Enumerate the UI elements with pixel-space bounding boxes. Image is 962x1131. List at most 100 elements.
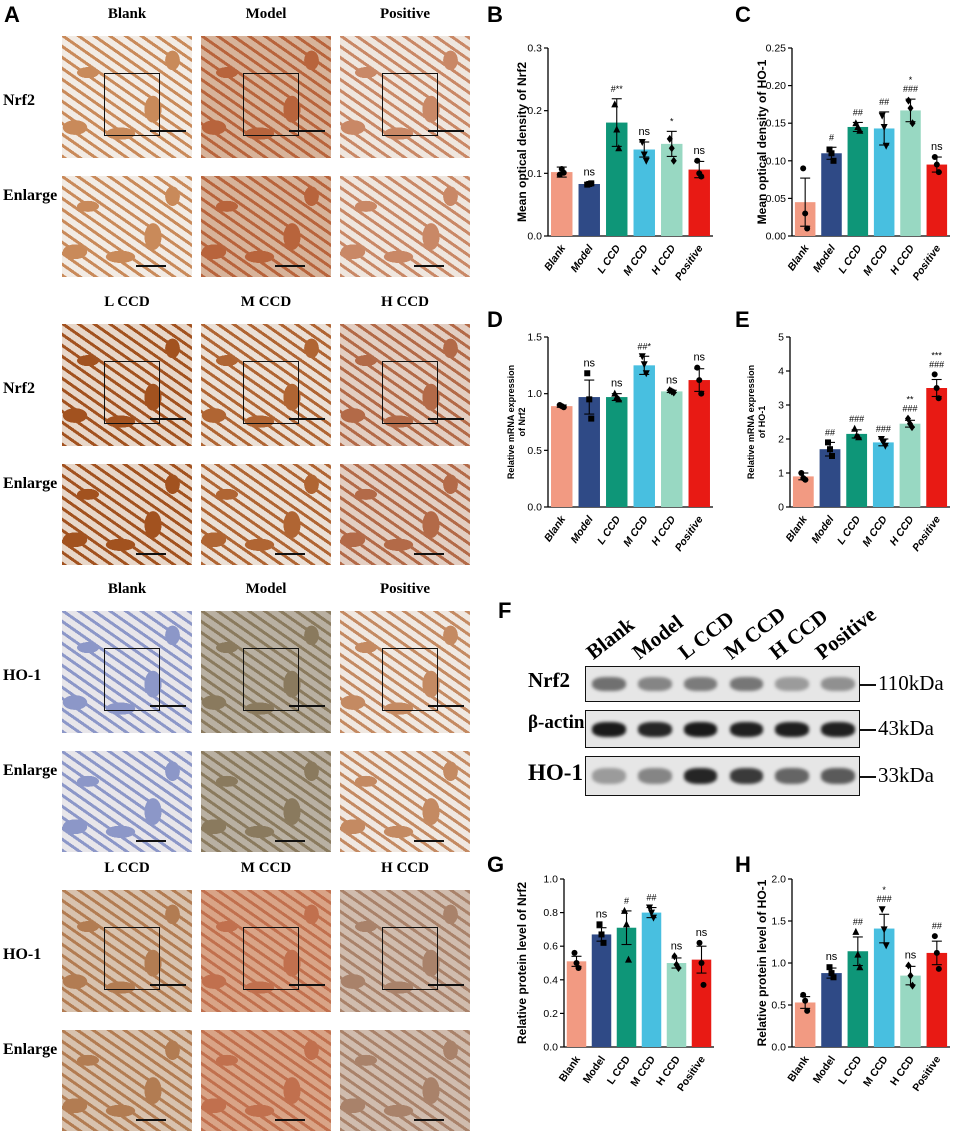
- data-point: [856, 963, 864, 971]
- data-point: [933, 385, 940, 391]
- histology-image: [201, 611, 331, 733]
- data-point: [829, 453, 835, 459]
- point-group: [852, 119, 864, 134]
- data-point: [798, 470, 805, 476]
- x-tick-label: Positive: [673, 243, 706, 283]
- data-point: [698, 960, 705, 966]
- y-tick-label: 0.0: [527, 502, 542, 514]
- blot-band: [821, 721, 855, 737]
- histology-image: [201, 324, 331, 446]
- data-point: [856, 126, 864, 134]
- significance-label: ns: [583, 357, 595, 369]
- group-label: Blank: [107, 6, 147, 22]
- kda-marker-tick: [860, 729, 876, 731]
- data-point: [828, 970, 835, 977]
- scale-bar: [289, 418, 325, 420]
- data-point: [698, 173, 705, 180]
- scale-bar: [428, 984, 464, 986]
- x-tick-label: L CCD: [595, 242, 623, 275]
- point-group: [638, 139, 650, 165]
- blot-band: [729, 768, 764, 785]
- zoom-region-box: [103, 926, 161, 990]
- data-point: [827, 446, 833, 453]
- significance-label: *: [670, 116, 674, 126]
- bar-m-ccd: [633, 149, 655, 236]
- data-point: [560, 169, 567, 176]
- data-point: [881, 442, 889, 450]
- data-point: [640, 151, 648, 159]
- zoom-region-box: [242, 647, 300, 711]
- point-group: [905, 96, 916, 128]
- protein-label: β-actin: [528, 712, 585, 733]
- bar-m-ccd: [873, 128, 895, 236]
- bar-h-ccd: [900, 975, 921, 1047]
- y-tick-label: 2: [778, 434, 784, 446]
- group-label: H CCD: [381, 294, 429, 310]
- y-axis-label: Relative protein level of Nrf2: [515, 882, 529, 1044]
- scale-bar: [289, 705, 325, 707]
- data-point: [586, 396, 593, 403]
- blot-band: [592, 677, 626, 692]
- kda-label: 43kDa: [878, 716, 934, 740]
- data-point: [851, 424, 859, 432]
- data-point: [573, 960, 580, 966]
- y-tick-label: 0.05: [766, 193, 787, 205]
- y-tick-label: 5: [778, 332, 784, 344]
- data-point: [882, 942, 890, 950]
- histology-image: [340, 890, 470, 1012]
- scale-bar: [150, 984, 186, 986]
- kda-marker-tick: [860, 776, 876, 778]
- significance-label: ns: [671, 940, 683, 952]
- bar-blank: [794, 1002, 816, 1047]
- data-point: [907, 104, 914, 113]
- significance-label: ns: [693, 352, 705, 364]
- group-label: Positive: [380, 6, 430, 22]
- y-tick-label: 0.0: [771, 1042, 786, 1054]
- zoom-region-box: [242, 360, 300, 424]
- data-point: [935, 965, 942, 972]
- zoom-region-box: [242, 926, 300, 990]
- scale-bar: [136, 840, 166, 842]
- significance-label: ##: [646, 893, 656, 903]
- histology-image: [62, 324, 192, 446]
- significance-label: ##: [825, 427, 835, 437]
- data-point: [907, 419, 913, 428]
- data-point: [668, 144, 675, 153]
- y-axis-label: of HO-1: [757, 406, 767, 439]
- data-point: [611, 100, 619, 108]
- bar-h-ccd: [666, 963, 687, 1047]
- y-tick-label: 0.6: [543, 941, 558, 953]
- data-point: [800, 991, 807, 998]
- data-point: [694, 364, 701, 371]
- blot-band: [821, 677, 855, 692]
- data-point: [935, 395, 942, 402]
- x-tick-label: Model: [809, 513, 837, 546]
- x-tick-label: Positive: [673, 514, 706, 554]
- blot-band: [637, 768, 672, 785]
- kda-label: 110kDa: [878, 671, 944, 695]
- data-point: [905, 961, 912, 970]
- bar-h-ccd: [661, 143, 683, 236]
- data-point: [666, 134, 673, 143]
- data-point: [696, 939, 703, 946]
- blot-strip: [585, 666, 860, 702]
- bar-m-ccd: [872, 442, 894, 507]
- data-point: [650, 914, 657, 922]
- data-point: [882, 142, 890, 150]
- bar-h-ccd: [899, 423, 921, 507]
- histology-enlarged-image: [62, 176, 192, 277]
- point-group: [666, 134, 677, 165]
- y-tick-label: 1.5: [527, 332, 542, 344]
- bar-blank: [566, 961, 587, 1047]
- blot-strip: [585, 710, 860, 748]
- data-point: [825, 439, 831, 446]
- point-group: [556, 165, 567, 178]
- bar-blank: [551, 172, 573, 236]
- bar-blank: [551, 406, 573, 507]
- data-point: [830, 157, 837, 164]
- row-label: HO-1: [3, 667, 42, 684]
- y-tick-label: 0.0: [527, 231, 542, 243]
- group-label: L CCD: [104, 860, 150, 876]
- blot-band: [821, 768, 855, 785]
- x-tick-label: L CCD: [595, 513, 623, 546]
